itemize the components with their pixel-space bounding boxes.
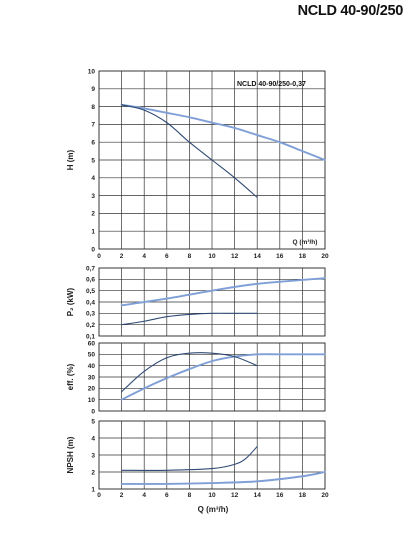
- y-tick-label: 4: [91, 435, 95, 442]
- x-tick-label: 12: [231, 253, 239, 260]
- x-tick-label: 14: [254, 492, 262, 499]
- series-curve-light: [120, 471, 326, 485]
- x-axis-label: Q (m³/h): [198, 505, 229, 514]
- y-tick-label: 3: [91, 452, 95, 459]
- x-tick-label: 18: [299, 492, 307, 499]
- x-tick-label: 12: [231, 492, 239, 499]
- y-tick-label: 0: [91, 246, 95, 253]
- y-tick-label: 0,2: [86, 322, 95, 329]
- y-tick-label: 2: [91, 469, 95, 476]
- model-annotation: NCLD 40-90/250-0,37: [237, 81, 306, 88]
- y-tick-label: 0,7: [86, 265, 95, 272]
- page-title: NCLD 40-90/250: [297, 3, 404, 19]
- y-tick-label: 0,3: [86, 311, 95, 318]
- x-tick-label: 16: [276, 492, 284, 499]
- x-tick-label: 6: [165, 253, 169, 260]
- y-tick-label: 0,1: [86, 333, 95, 340]
- y-axis-label: eff. (%): [66, 363, 75, 390]
- x-tick-label: 4: [142, 492, 146, 499]
- y-tick-label: 0: [91, 408, 95, 415]
- y-tick-label: 60: [88, 340, 96, 347]
- series-curve-dark: [121, 312, 258, 326]
- y-tick-label: 10: [88, 397, 96, 404]
- x-tick-label: 8: [188, 253, 192, 260]
- series-curve-light: [120, 353, 326, 401]
- x-tick-label: 2: [120, 253, 124, 260]
- y-tick-label: 6: [91, 140, 95, 147]
- series-curve-dark: [121, 104, 258, 198]
- y-axis-label: NPSH (m): [66, 436, 75, 473]
- y-axis-label: P₂ (kW): [66, 287, 75, 316]
- chart-panel-p2: 0,1 0,2 0,3 0,4 0,5 0,6 0,7 P₂ (kW): [66, 265, 326, 340]
- y-tick-label: 0,6: [86, 277, 95, 284]
- y-tick-label: 30: [88, 374, 96, 381]
- x-tick-label: 20: [321, 492, 329, 499]
- y-tick-label: 3: [91, 193, 95, 200]
- y-tick-label: 8: [91, 104, 95, 111]
- y-tick-label: 5: [91, 418, 95, 425]
- x-tick-label: 10: [208, 253, 216, 260]
- y-tick-label: 40: [88, 363, 96, 370]
- series-curve-dark: [121, 445, 258, 471]
- y-axis-label: H (m): [66, 149, 75, 170]
- x-tick-label: 8: [188, 492, 192, 499]
- y-tick-label: 7: [91, 122, 95, 129]
- x-tick-label: 16: [276, 253, 284, 260]
- y-tick-label: 2: [91, 211, 95, 218]
- y-tick-label: 9: [91, 86, 95, 93]
- y-tick-label: 10: [88, 68, 96, 75]
- y-tick-label: 0,4: [86, 299, 95, 306]
- x-tick-label: 4: [142, 253, 146, 260]
- y-tick-label: 5: [91, 157, 95, 164]
- chart-panel-eff: 0 10 20 30 40 50 60 eff. (%): [66, 340, 326, 415]
- series-curve-light: [120, 277, 326, 307]
- y-tick-label: 1: [91, 229, 95, 236]
- series-curve-dark: [121, 352, 258, 393]
- x-tick-label: 6: [165, 492, 169, 499]
- series-curve-light: [120, 103, 326, 161]
- x-axis-label: Q (m³/h): [293, 239, 318, 246]
- x-tick-label: 0: [97, 253, 101, 260]
- x-tick-label: 14: [254, 253, 262, 260]
- x-tick-label: 2: [120, 492, 124, 499]
- x-tick-label: 18: [299, 253, 307, 260]
- x-tick-label: 0: [97, 492, 101, 499]
- y-tick-label: 4: [91, 175, 95, 182]
- y-tick-label: 20: [88, 386, 96, 393]
- y-tick-label: 0,5: [86, 288, 95, 295]
- x-tick-label: 20: [321, 253, 329, 260]
- x-tick-label: 10: [208, 492, 216, 499]
- y-tick-label: 50: [88, 352, 96, 359]
- y-tick-label: 1: [91, 486, 95, 493]
